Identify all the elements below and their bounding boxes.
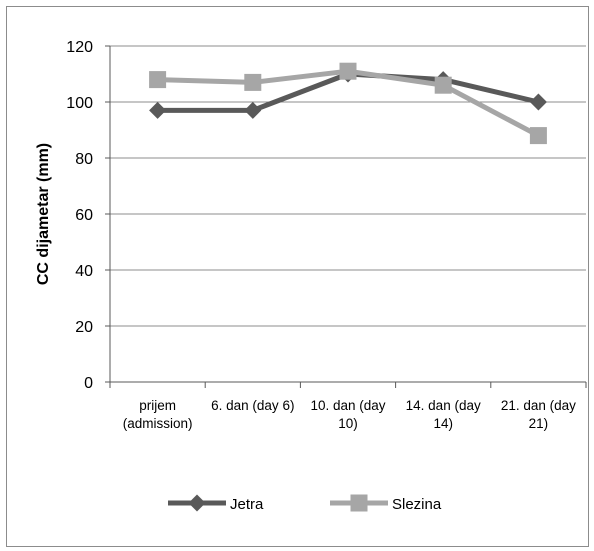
legend-item-jetra: Jetra [168,494,264,513]
y-tick-labels: 0 20 40 60 80 100 120 [66,39,93,392]
data-point-jetra [244,101,262,119]
series-slezina [149,62,547,145]
x-category-label: 21. dan (day 21) [501,398,576,431]
y-tick-label: 100 [66,95,93,112]
data-point-slezina [529,127,547,145]
x-category-label: 10. dan (day 10) [310,398,385,431]
data-point-slezina [434,76,452,94]
data-point-slezina [244,73,262,91]
x-category-label: prijem (admission) [123,398,193,431]
legend-marker-slezina [350,494,368,512]
x-category-labels: prijem (admission) 6. dan (day 6) 10. dan (… [123,398,576,431]
data-point-jetra [149,101,167,119]
x-category-label: 6. dan (day 6) [211,398,294,413]
y-tick-label: 120 [66,39,93,56]
legend-item-slezina: Slezina [330,494,442,513]
y-tick-label: 20 [75,319,93,336]
y-axis-title: CC dijametar (mm) [35,143,52,285]
y-tick-label: 80 [75,151,93,168]
y-tick-label: 60 [75,207,93,224]
y-tick-label: 40 [75,263,93,280]
chart-frame [6,6,589,547]
y-tick-label: 0 [84,375,93,392]
series-group [149,62,547,145]
x-category-label: 14. dan (day 14) [406,398,481,431]
data-point-slezina [149,71,167,89]
axes [109,46,587,388]
legend-label-jetra: Jetra [230,496,264,513]
legend-marker-jetra [188,494,206,512]
legend: Jetra Slezina [168,494,442,513]
gridlines [105,45,586,383]
data-point-jetra [529,93,547,111]
data-point-slezina [339,62,357,80]
legend-label-slezina: Slezina [392,496,442,513]
